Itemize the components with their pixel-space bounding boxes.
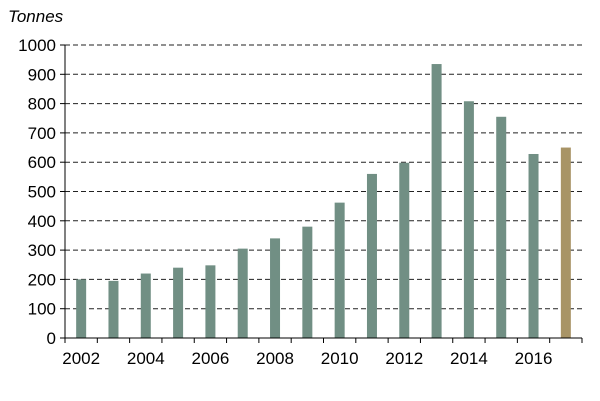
bar-2015 (496, 116, 507, 338)
bar-2011 (366, 173, 377, 338)
y-tick-label: 0 (47, 329, 56, 348)
bar-2002 (76, 279, 87, 338)
y-tick-label: 100 (28, 300, 56, 319)
x-tick-label: 2002 (62, 349, 100, 368)
x-tick-label: 2016 (515, 349, 553, 368)
bar-2006 (205, 265, 216, 338)
y-axis-label: Tonnes (8, 7, 64, 26)
x-tick-label: 2014 (450, 349, 488, 368)
bar-2004 (140, 273, 151, 338)
y-tick-label: 600 (28, 153, 56, 172)
y-tick-label: 700 (28, 124, 56, 143)
bar-2009 (302, 226, 313, 338)
x-tick-label: 2004 (127, 349, 165, 368)
y-tick-label: 300 (28, 241, 56, 260)
x-tick-label: 2010 (321, 349, 359, 368)
y-tick-label: 500 (28, 183, 56, 202)
bar-2007 (237, 248, 248, 338)
axes (60, 44, 583, 343)
gridlines (65, 44, 582, 310)
x-tick-label: 2012 (385, 349, 423, 368)
bar-2008 (270, 238, 281, 338)
bar-2014 (463, 101, 474, 338)
bar-2005 (173, 267, 184, 338)
y-tick-label: 1000 (18, 36, 56, 55)
x-tick-label: 2008 (256, 349, 294, 368)
y-tick-labels: 0 100 200 300 400 500 600 700 800 900 1000 (18, 36, 56, 348)
bar-2013 (431, 64, 442, 339)
y-tick-label: 200 (28, 270, 56, 289)
bar-2010 (334, 202, 345, 338)
y-tick-label: 800 (28, 95, 56, 114)
bar-2017 (560, 147, 571, 338)
bar-2003 (108, 280, 119, 338)
bars (76, 64, 571, 339)
x-tick-label: 2006 (191, 349, 229, 368)
bar-2012 (399, 162, 410, 338)
y-tick-label: 900 (28, 65, 56, 84)
x-tick-labels: 2002 2004 2006 2008 2010 2012 2014 2016 (62, 349, 552, 368)
y-tick-label: 400 (28, 212, 56, 231)
bar-2016 (528, 153, 539, 338)
